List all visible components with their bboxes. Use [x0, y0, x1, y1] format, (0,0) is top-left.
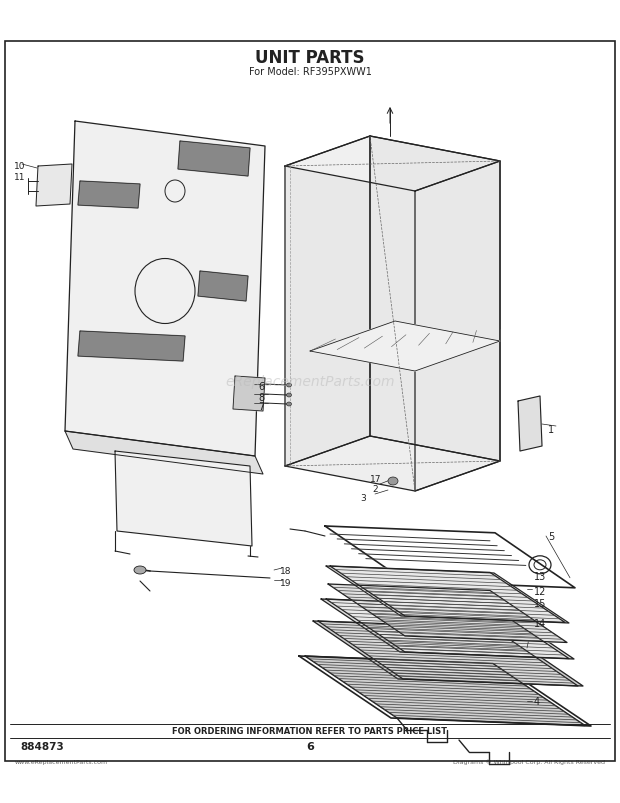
Text: www.eReplacementParts.com: www.eReplacementParts.com: [15, 759, 108, 764]
Text: 4: 4: [534, 696, 540, 706]
Polygon shape: [313, 622, 583, 686]
Text: 18: 18: [280, 566, 291, 575]
Polygon shape: [65, 431, 263, 475]
Text: 6: 6: [306, 741, 314, 751]
Polygon shape: [65, 122, 265, 456]
Text: 8: 8: [258, 393, 264, 402]
Text: 15: 15: [534, 598, 546, 608]
Text: 10: 10: [14, 161, 25, 171]
Text: 6: 6: [258, 381, 264, 392]
Polygon shape: [36, 165, 72, 206]
Ellipse shape: [388, 478, 398, 485]
Polygon shape: [115, 451, 252, 546]
Polygon shape: [310, 321, 500, 372]
Polygon shape: [321, 599, 574, 659]
Polygon shape: [330, 566, 565, 622]
Polygon shape: [518, 397, 542, 451]
Text: 5: 5: [548, 532, 554, 541]
Ellipse shape: [134, 566, 146, 574]
Polygon shape: [305, 656, 585, 726]
Polygon shape: [325, 526, 575, 588]
Polygon shape: [178, 142, 250, 177]
Text: eReplacementParts.com: eReplacementParts.com: [225, 374, 395, 389]
Polygon shape: [285, 137, 370, 467]
Polygon shape: [326, 599, 569, 658]
Ellipse shape: [286, 393, 291, 397]
Text: UNIT PARTS: UNIT PARTS: [255, 49, 365, 67]
Polygon shape: [285, 437, 500, 491]
Polygon shape: [78, 181, 140, 209]
Text: Diagrams © Whirlpool Corp. All Rights Reserved: Diagrams © Whirlpool Corp. All Rights Re…: [453, 758, 605, 764]
Text: FOR ORDERING INFORMATION REFER TO PARTS PRICE LIST: FOR ORDERING INFORMATION REFER TO PARTS …: [172, 726, 448, 735]
Text: 14: 14: [534, 618, 546, 628]
Polygon shape: [318, 622, 578, 686]
Text: 11: 11: [14, 173, 25, 181]
Text: 7: 7: [258, 402, 264, 411]
Ellipse shape: [286, 384, 291, 388]
Polygon shape: [285, 137, 500, 192]
Ellipse shape: [286, 402, 291, 406]
Text: 2: 2: [372, 484, 378, 493]
Text: For Model: RF395PXWW1: For Model: RF395PXWW1: [249, 67, 371, 77]
Text: 3: 3: [360, 493, 366, 503]
Text: 1: 1: [548, 425, 554, 434]
Polygon shape: [415, 161, 500, 491]
Polygon shape: [78, 332, 185, 361]
Text: 19: 19: [280, 578, 291, 587]
Polygon shape: [370, 137, 500, 462]
Text: 12: 12: [534, 586, 546, 597]
Text: 13: 13: [534, 571, 546, 581]
Polygon shape: [326, 566, 569, 623]
Polygon shape: [233, 377, 265, 411]
Polygon shape: [198, 271, 248, 302]
Polygon shape: [328, 585, 567, 642]
Text: 884873: 884873: [20, 741, 64, 751]
Text: 17: 17: [370, 475, 381, 483]
